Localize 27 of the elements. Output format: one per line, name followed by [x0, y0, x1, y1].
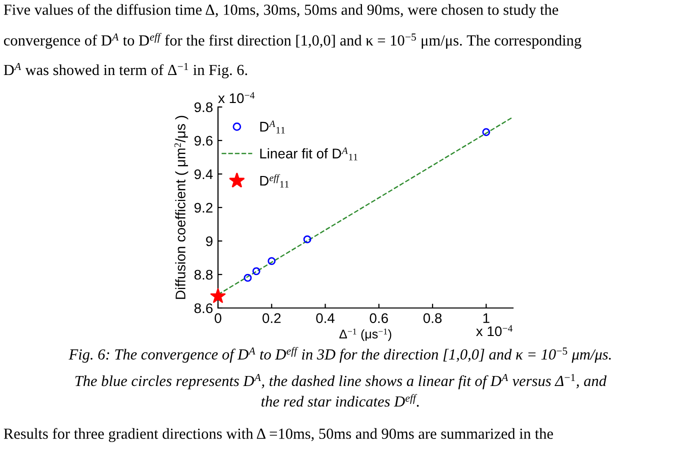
- x-tick-label: 0.6: [370, 313, 388, 324]
- x-tick-label: 0.8: [423, 313, 442, 324]
- y-tick-label: 8.6: [194, 303, 213, 314]
- legend-label: D$^{eff}$$_{11}$: [260, 174, 289, 188]
- text: x 10$^{−4}$: [218, 92, 255, 104]
- y-tick-label: 9: [206, 236, 212, 246]
- text: the red star indicates D$^{eff}$.: [261, 394, 419, 407]
- legend-label: D$^{A}$$_{11}$: [260, 120, 285, 134]
- text: The blue circles represents D$^{A}$, the dashed line shows a linear fit of D$^{A}$ versus Δ$^{−1}$, and: [75, 374, 607, 390]
- y-axis-title: Diffusion coefficient ( μm$^{2}$/μs ): [174, 116, 188, 299]
- legend-label: Linear fit of D$^{A}$$_{11}$: [260, 147, 358, 160]
- text: convergence of D$^{A}$ to D$^{eff}$ for the first direction [1,0,0] and κ = 10$^{−5}$ μm/μs. The corresponding: [4, 33, 582, 49]
- caption: Fig. 6: The convergence of D$^{A}$ to D$^{eff}$ in 3D for the direction [1,0,0] and κ = 10$^{−5}$ μm/μs.: [68, 347, 611, 363]
- x-tick-label: 0.4: [316, 313, 335, 324]
- x-axis-title: Δ$^{−1}$ (μs$^{−1}$): [339, 328, 392, 341]
- x-tick-label: 0.2: [262, 313, 281, 324]
- y-tick-label: 9.6: [194, 136, 213, 146]
- text: x 10$^{−4}$: [476, 325, 512, 336]
- text: D$^{A}$ was showed in term of Δ$^{−1}$ in Fig. 6.: [4, 63, 248, 78]
- x-tick-label: 0: [214, 313, 222, 324]
- x-tick-label: 1: [483, 313, 490, 323]
- text: Five values of the diffusion time Δ, 10ms, 30ms, 50ms and 90ms, were chosen to study the: [4, 4, 558, 18]
- text: Results for three gradient directions with Δ =10ms, 50ms and 90ms are summarized in the: [4, 428, 553, 442]
- y-tick-label: 9.8: [194, 102, 213, 112]
- y-tick-label: 8.8: [194, 270, 213, 280]
- y-tick-label: 9.2: [194, 202, 212, 213]
- y-tick-label: 9.4: [194, 169, 213, 180]
